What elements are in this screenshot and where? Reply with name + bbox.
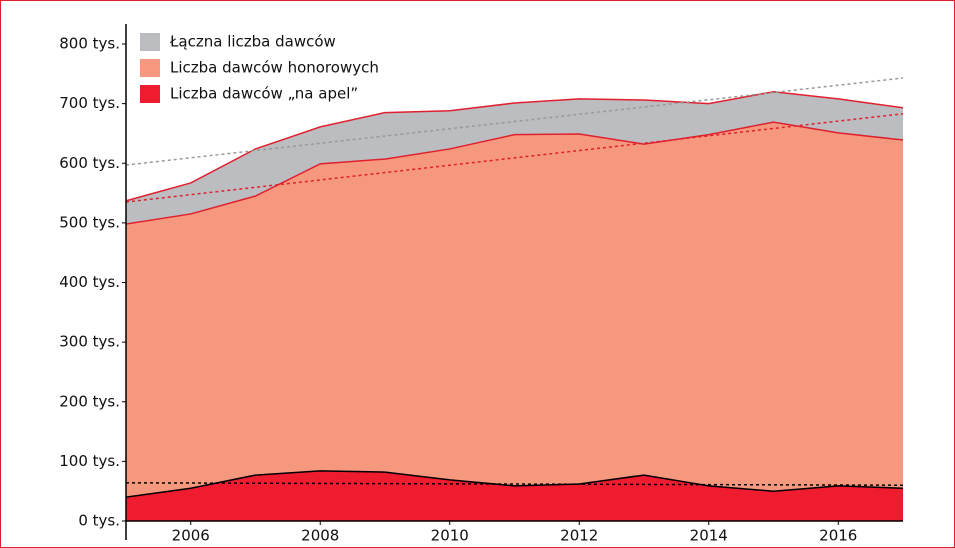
y-tick-label: 300 tys. — [59, 333, 120, 351]
y-tick-label: 100 tys. — [59, 452, 120, 470]
trendline — [125, 113, 904, 203]
legend-swatch — [140, 59, 160, 77]
y-tick-label: 500 tys. — [59, 213, 120, 231]
y-tick-label: 200 tys. — [59, 392, 120, 410]
area-line — [125, 121, 904, 225]
legend-swatch — [140, 33, 160, 51]
x-tick-label: 2006 — [172, 527, 210, 545]
legend-label: Liczba dawców honorowych — [170, 59, 379, 77]
x-tick-label: 2014 — [690, 527, 728, 545]
x-tick-label: 2010 — [431, 527, 469, 545]
area-line — [125, 470, 904, 498]
legend-label: Liczba dawców „na apel” — [170, 85, 358, 103]
area-line — [125, 90, 904, 202]
legend-label: Łączna liczba dawców — [169, 33, 336, 51]
x-tick-label: 2012 — [560, 527, 598, 545]
trendline — [125, 77, 904, 166]
x-tick-label: 2016 — [819, 527, 857, 545]
x-tick-label: 2008 — [301, 527, 339, 545]
y-tick-label: 400 tys. — [59, 273, 120, 291]
y-tick-label: 0 tys. — [78, 512, 120, 530]
legend-swatch — [140, 85, 160, 103]
area-fill — [126, 122, 903, 521]
y-tick-label: 800 tys. — [59, 35, 120, 53]
y-tick-label: 700 tys. — [59, 94, 120, 112]
y-tick-label: 600 tys. — [59, 154, 120, 172]
